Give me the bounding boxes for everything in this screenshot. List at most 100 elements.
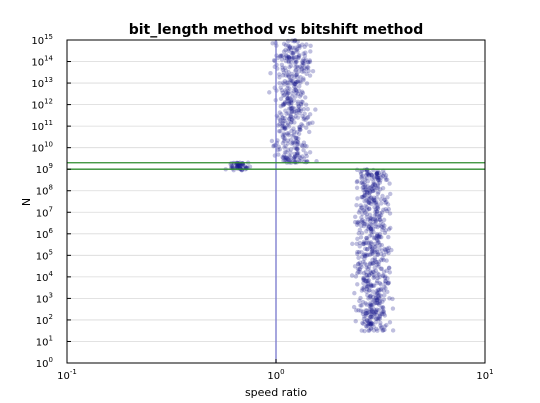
data-point [378, 219, 384, 224]
data-point [374, 280, 379, 286]
data-point [288, 147, 294, 152]
data-point [280, 115, 285, 120]
data-point [374, 249, 379, 254]
data-point [289, 100, 294, 106]
data-point [301, 57, 306, 62]
data-point [280, 115, 285, 121]
data-point [286, 55, 292, 60]
data-point [293, 94, 298, 99]
data-point [374, 174, 380, 180]
data-point [288, 81, 294, 86]
data-point [367, 321, 373, 327]
data-point [303, 95, 308, 100]
data-point [280, 134, 286, 140]
data-point [371, 229, 376, 235]
data-point [294, 72, 299, 77]
data-point [376, 301, 381, 306]
data-point [376, 262, 381, 267]
y-tick-label: 107 [36, 205, 53, 219]
data-point [361, 241, 366, 246]
data-point [365, 252, 371, 257]
data-point [301, 106, 307, 112]
data-point [287, 99, 292, 105]
data-point [376, 177, 381, 183]
data-point [292, 145, 297, 150]
data-point [371, 175, 377, 180]
data-point [281, 82, 286, 87]
data-point [364, 235, 369, 241]
data-point [281, 49, 287, 54]
data-point [292, 129, 297, 134]
data-point [373, 209, 378, 214]
data-point [377, 246, 382, 251]
data-point [360, 194, 365, 200]
y-tick-label: 102 [36, 313, 53, 327]
data-point [385, 280, 391, 286]
data-point [367, 269, 373, 274]
data-point [306, 60, 311, 65]
data-point [369, 186, 375, 192]
data-point [281, 41, 287, 47]
data-point [293, 85, 298, 90]
data-point [363, 278, 369, 284]
data-point [279, 62, 285, 67]
data-point [354, 222, 360, 228]
data-point [364, 317, 370, 323]
data-point [374, 171, 380, 176]
data-point [382, 275, 388, 281]
data-point [304, 66, 309, 71]
data-point [294, 89, 299, 94]
data-point [371, 235, 377, 241]
data-point [307, 73, 313, 78]
data-point [282, 126, 288, 131]
data-point [307, 58, 312, 63]
data-point [291, 88, 296, 93]
data-point [291, 50, 296, 55]
data-point [301, 51, 306, 56]
data-point [305, 65, 310, 70]
data-point [290, 91, 295, 96]
data-point [381, 252, 387, 258]
data-point [383, 281, 388, 286]
data-point [364, 189, 370, 195]
data-point [374, 170, 380, 176]
data-point [301, 68, 307, 74]
data-point [295, 152, 300, 158]
data-point [369, 309, 374, 314]
data-point [368, 240, 374, 245]
data-point [377, 316, 383, 321]
data-point [368, 320, 374, 326]
data-point [368, 195, 373, 201]
data-point [280, 125, 285, 131]
data-point [368, 304, 373, 309]
data-point [386, 280, 392, 285]
y-tick-label: 1014 [31, 55, 53, 69]
data-point [380, 304, 385, 310]
data-point [281, 131, 287, 136]
data-point [367, 318, 373, 323]
data-point [367, 206, 372, 211]
data-point [360, 211, 365, 217]
data-point [282, 118, 288, 124]
data-point [375, 287, 381, 292]
data-point [353, 214, 358, 220]
data-point [383, 286, 388, 291]
data-point [280, 133, 285, 138]
data-point [365, 321, 370, 327]
data-point [374, 297, 380, 302]
data-point [294, 90, 299, 96]
data-point [301, 76, 306, 81]
data-point [381, 327, 386, 333]
data-point [371, 310, 377, 316]
data-point [295, 150, 301, 156]
data-point [365, 184, 370, 189]
data-point [289, 117, 295, 122]
data-point [368, 314, 374, 319]
data-point [363, 252, 368, 257]
data-point [362, 319, 367, 325]
data-point [235, 162, 241, 168]
reference-lines [67, 40, 485, 363]
data-point [370, 294, 376, 300]
data-point [380, 299, 385, 304]
data-point [302, 143, 307, 148]
